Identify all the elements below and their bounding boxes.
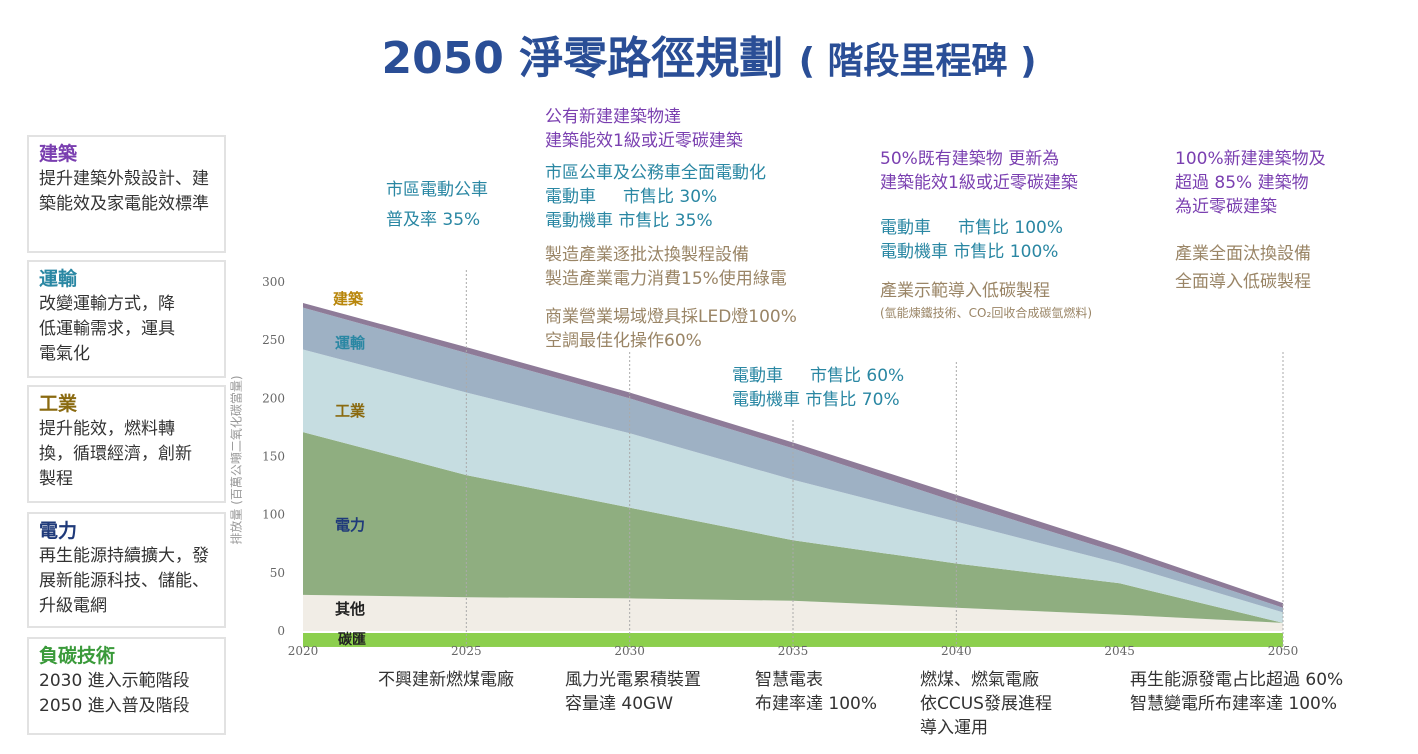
sector-title: 建築 bbox=[39, 143, 78, 165]
sector-box-industry: 工業提升能效，燃料轉換，循環經濟，創新製程 bbox=[27, 385, 226, 503]
y-tick-label: 0 bbox=[277, 624, 285, 638]
milestone-2025-transport: 市區電動公車 普及率 35% bbox=[386, 180, 488, 230]
page-title: 2050 淨零路徑規劃 ( 階段里程碑 ) bbox=[0, 22, 1418, 86]
title-sub: ( 階段里程碑 ) bbox=[798, 41, 1037, 82]
milestone-2030-power: 風力光電累積裝置 容量達 40GW bbox=[565, 670, 701, 714]
x-tick-label: 2030 bbox=[614, 644, 645, 658]
milestone-2035-transport: 電動車 市售比 60% 電動機車 市售比 70% bbox=[732, 366, 905, 410]
sector-title: 電力 bbox=[39, 520, 78, 542]
sector-box-transport: 運輸改變運輸方式，降低運輸需求，運具電氣化 bbox=[27, 260, 226, 378]
title-main: 2050 淨零路徑規劃 bbox=[381, 33, 784, 84]
x-tick-label: 2040 bbox=[941, 644, 972, 658]
series-label-sink: 碳匯 bbox=[338, 631, 366, 648]
milestone-2040-building: 50%既有建築物 更新為 建築能效1級或近零碳建築 bbox=[880, 149, 1078, 193]
series-label: 其他 bbox=[335, 600, 365, 618]
milestone-2030-industry: 製造產業逐批汰換製程設備 製造產業電力消費15%使用綠電 bbox=[545, 245, 787, 289]
milestone-2025-power: 不興建新燃煤電廠 bbox=[378, 670, 514, 690]
y-tick-label: 300 bbox=[262, 275, 285, 289]
x-tick-label: 2020 bbox=[288, 644, 319, 658]
series-label: 電力 bbox=[335, 516, 365, 534]
area-3 bbox=[303, 307, 1283, 613]
milestone-2050-building: 100%新建建築物及 超過 85% 建築物 為近零碳建築 bbox=[1175, 149, 1326, 217]
x-tick-label: 2050 bbox=[1268, 644, 1299, 658]
milestone-2050-industry: 產業全面汰換設備 全面導入低碳製程 bbox=[1175, 244, 1311, 292]
sector-box-negative-carbon: 負碳技術 2030 進入示範階段 2050 進入普及階段 bbox=[27, 637, 226, 735]
sector-title: 運輸 bbox=[39, 268, 78, 290]
area-2 bbox=[303, 349, 1283, 623]
y-tick-label: 100 bbox=[262, 508, 285, 522]
sector-text: 改變運輸方式，降低運輸需求，運具電氣化 bbox=[39, 294, 175, 364]
sector-title: 工業 bbox=[39, 393, 78, 415]
sink-band bbox=[303, 633, 1283, 647]
milestone-2040-transport: 電動車 市售比 100% 電動機車 市售比 100% bbox=[880, 218, 1064, 262]
sector-title: 負碳技術 bbox=[39, 645, 116, 667]
sector-text: 提升能效，燃料轉換，循環經濟，創新製程 bbox=[39, 419, 192, 489]
milestone-2040-industry-note: (氫能煉鐵技術、CO₂回收合成碳氫燃料) bbox=[880, 306, 1092, 320]
milestone-2040-power: 燃煤、燃氣電廠 依CCUS發展進程 導入運用 bbox=[920, 670, 1052, 738]
sector-box-building: 建築提升建築外殼設計、建築能效及家電能效標準 bbox=[27, 135, 226, 253]
milestone-2030-transport: 市區公車及公務車全面電動化 電動車 市售比 30% 電動機車 市售比 35% bbox=[545, 163, 766, 231]
milestone-2050-power: 再生能源發電占比超過 60% 智慧變電所布建率達 100% bbox=[1130, 670, 1344, 714]
milestone-2030-commercial: 商業營業場域燈具採LED燈100% 空調最佳化操作60% bbox=[545, 307, 797, 351]
x-tick-label: 2025 bbox=[451, 644, 482, 658]
series-label: 建築 bbox=[333, 290, 364, 308]
y-tick-label: 200 bbox=[262, 391, 285, 405]
series-label: 工業 bbox=[335, 402, 366, 420]
milestone-2030-building: 公有新建建築物達 建築能效1級或近零碳建築 bbox=[545, 107, 743, 151]
y-tick-label: 150 bbox=[262, 450, 285, 464]
y-axis-label: 排放量 (百萬公噸二氧化碳當量) bbox=[229, 375, 244, 545]
area-1 bbox=[303, 432, 1283, 623]
series-label: 運輸 bbox=[335, 334, 366, 352]
x-tick-label: 2035 bbox=[778, 644, 809, 658]
milestone-2035-power: 智慧電表 布建率達 100% bbox=[755, 670, 878, 714]
x-tick-label: 2045 bbox=[1104, 644, 1135, 658]
sector-text: 2030 進入示範階段 2050 進入普及階段 bbox=[39, 671, 190, 716]
y-tick-label: 250 bbox=[262, 333, 285, 347]
sector-text: 提升建築外殼設計、建築能效及家電能效標準 bbox=[39, 169, 209, 214]
sector-box-power: 電力再生能源持續擴大，發展新能源科技、儲能、升級電網 bbox=[27, 512, 226, 628]
milestone-2040-industry: 產業示範導入低碳製程 bbox=[880, 281, 1050, 301]
area-4 bbox=[303, 302, 1283, 608]
sector-text: 再生能源持續擴大，發展新能源科技、儲能、升級電網 bbox=[39, 546, 209, 616]
y-tick-label: 50 bbox=[270, 566, 285, 580]
